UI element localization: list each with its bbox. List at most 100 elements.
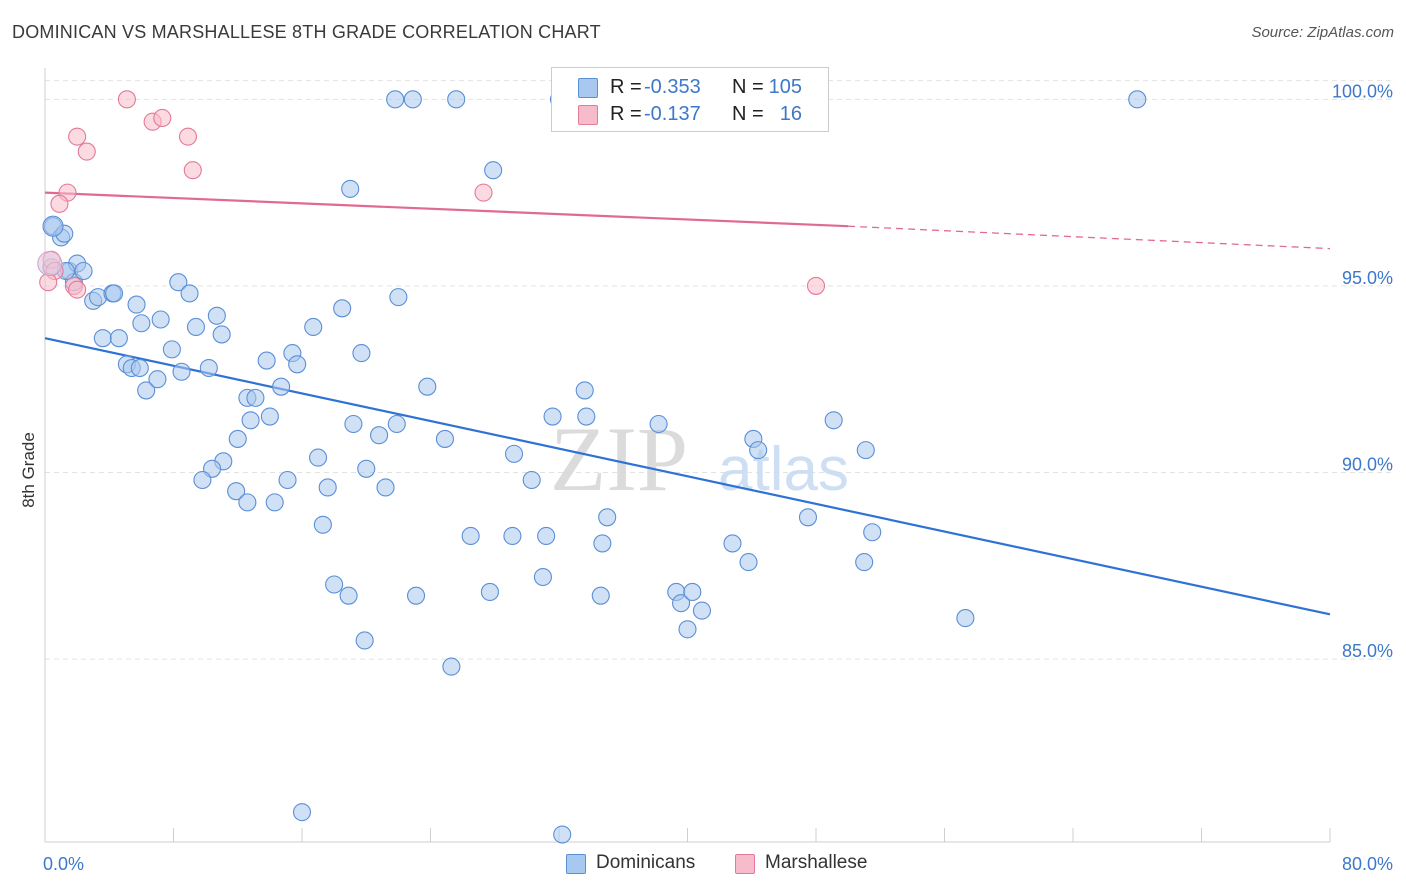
point-dominicans xyxy=(537,526,556,546)
point-dominicans xyxy=(260,407,279,426)
point-dominicans xyxy=(739,553,758,572)
point-dominicans xyxy=(238,493,257,512)
y-tick-labels: 85.0% 90.0% 95.0% 100.0% xyxy=(1332,81,1393,661)
point-dominicans xyxy=(855,553,874,572)
point-dominicans xyxy=(341,179,360,198)
point-dominicans xyxy=(339,586,358,605)
point-dominicans xyxy=(93,329,112,348)
point-dominicans xyxy=(856,441,875,460)
point-dominicans xyxy=(127,295,146,314)
x-tick-labels: 0.0% 80.0% xyxy=(43,854,1393,874)
point-dominicans xyxy=(42,215,64,237)
point-dominicans xyxy=(318,478,337,497)
point-dominicans xyxy=(678,620,697,639)
point-dominicans xyxy=(683,582,702,602)
point-dominicans xyxy=(575,381,594,400)
trendline-dominicans xyxy=(44,337,1331,616)
point-dominicans xyxy=(352,344,371,363)
point-dominicans xyxy=(109,329,128,348)
point-dominicans xyxy=(406,586,426,605)
bottom-legend-label: Marshallese xyxy=(765,852,868,873)
legend-n-label: N = xyxy=(732,76,764,98)
legend-n-value: 16 xyxy=(779,103,802,125)
point-dominicans xyxy=(1128,90,1147,109)
legend-swatch-dominicans xyxy=(578,78,598,98)
legend-swatch-marshallese xyxy=(578,105,598,125)
point-marshallese xyxy=(474,183,493,202)
point-dominicans xyxy=(278,470,297,490)
point-marshallese xyxy=(68,127,87,146)
legend-n-value: 105 xyxy=(768,76,802,98)
point-dominicans xyxy=(130,358,149,378)
point-dominicans xyxy=(162,340,181,359)
point-dominicans xyxy=(435,429,455,448)
point-dominicans xyxy=(461,526,480,546)
point-dominicans xyxy=(309,448,328,467)
y-tick-label: 100.0% xyxy=(1332,81,1393,101)
point-dominicans xyxy=(313,515,332,534)
point-dominicans xyxy=(74,261,93,281)
point-dominicans xyxy=(241,411,260,430)
point-dominicans xyxy=(137,381,156,400)
point-dominicans xyxy=(199,358,218,378)
point-dominicans xyxy=(325,575,344,594)
point-dominicans xyxy=(863,523,882,542)
watermark: ZIP atlas xyxy=(550,408,849,510)
data-points xyxy=(37,90,1147,844)
point-dominicans xyxy=(533,567,552,587)
point-dominicans xyxy=(504,444,524,463)
point-dominicans xyxy=(228,429,247,448)
point-dominicans xyxy=(357,459,376,478)
point-dominicans xyxy=(723,534,742,553)
stats-legend: R = -0.353 N = 105 R = -0.137 N = 16 xyxy=(551,67,829,132)
point-marshallese xyxy=(50,194,69,213)
point-dominicans xyxy=(148,370,167,389)
point-dominicans xyxy=(370,426,389,445)
legend-r-value: -0.353 xyxy=(644,76,701,98)
point-dominicans xyxy=(355,631,374,650)
y-tick-label: 85.0% xyxy=(1342,641,1393,661)
point-dominicans xyxy=(389,288,408,307)
point-dominicans xyxy=(386,90,405,109)
legend-r-value: -0.137 xyxy=(644,103,701,125)
point-dominicans xyxy=(824,411,843,430)
point-marshallese xyxy=(39,273,58,292)
point-dominicans xyxy=(503,526,522,546)
point-dominicans xyxy=(692,601,712,620)
point-dominicans xyxy=(304,317,323,337)
watermark-atlas: atlas xyxy=(718,435,849,504)
source-note: Source: ZipAtlas.com xyxy=(1251,24,1394,41)
point-dominicans xyxy=(480,582,499,602)
point-dominicans xyxy=(593,534,612,553)
point-dominicans xyxy=(288,355,307,374)
point-dominicans xyxy=(798,508,818,527)
legend-row-marshallese: R = -0.137 N = 16 xyxy=(552,100,828,128)
point-dominicans xyxy=(484,161,503,180)
point-dominicans xyxy=(447,90,466,109)
point-dominicans xyxy=(207,306,226,325)
point-dominicans xyxy=(272,377,291,396)
gridlines xyxy=(45,80,1395,660)
point-dominicans xyxy=(553,825,572,844)
point-dominicans xyxy=(344,414,363,434)
bottom-legend-label: Dominicans xyxy=(596,852,696,873)
point-dominicans xyxy=(522,470,541,490)
point-dominicans xyxy=(333,299,352,318)
chart-title: DOMINICAN VS MARSHALLESE 8TH GRADE CORRE… xyxy=(12,22,601,42)
point-dominicans xyxy=(172,362,191,381)
point-marshallese xyxy=(68,280,87,299)
x-tick-label: 0.0% xyxy=(43,854,84,874)
point-dominicans xyxy=(672,594,691,613)
point-cluster xyxy=(37,251,63,277)
point-dominicans xyxy=(376,478,395,497)
point-dominicans xyxy=(246,388,265,407)
point-dominicans xyxy=(180,284,199,303)
point-dominicans xyxy=(591,586,610,605)
trendlines xyxy=(44,191,1331,616)
point-dominicans xyxy=(403,90,422,109)
point-marshallese xyxy=(183,161,202,180)
point-marshallese xyxy=(153,108,172,128)
y-tick-label: 95.0% xyxy=(1342,268,1393,288)
point-dominicans xyxy=(292,803,312,822)
